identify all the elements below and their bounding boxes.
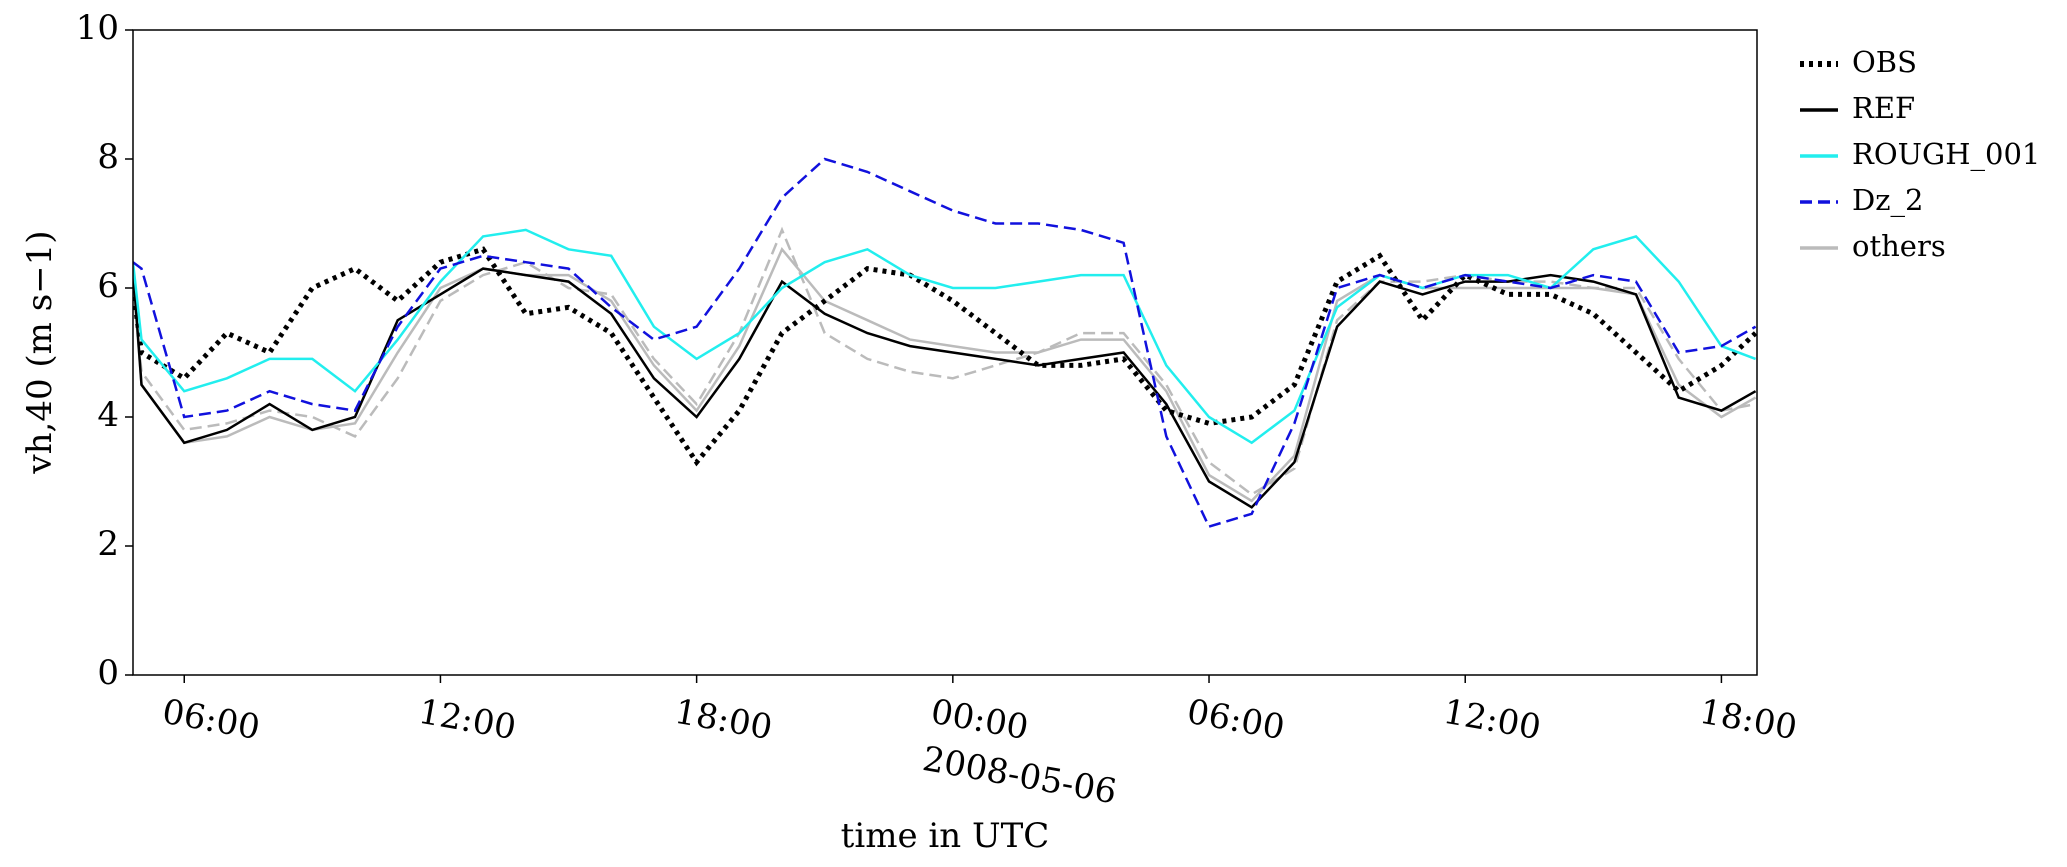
series-line: [133, 157, 1757, 529]
series-line: [133, 267, 1757, 509]
y-tick-label: 2: [97, 524, 119, 564]
legend-label: others: [1852, 229, 1946, 263]
x-tick-label: 00:00: [928, 692, 1031, 748]
x-tick-label: 18:00: [672, 692, 775, 748]
legend-label: Dz_2: [1852, 183, 1923, 218]
legend-label: REF: [1852, 91, 1915, 125]
x-axis-label: time in UTC: [841, 816, 1050, 856]
series-line: [133, 246, 1757, 467]
x-tick-label: 06:00: [159, 692, 262, 748]
legend-label: OBS: [1852, 45, 1917, 79]
x-tick-label: 12:00: [1440, 692, 1543, 748]
series-line: [133, 226, 1756, 496]
y-tick-label: 4: [97, 395, 119, 435]
y-tick-label: 6: [97, 266, 119, 306]
x-tick-label: 12:00: [416, 692, 519, 748]
x-tick-label: 18:00: [1697, 692, 1800, 748]
y-tick-label: 0: [97, 653, 119, 693]
y-axis-label: vh,40 (m s−1): [20, 230, 60, 474]
series-line: [133, 228, 1757, 445]
x-tick-label: 06:00: [1184, 692, 1287, 748]
series-line: [133, 246, 1757, 503]
legend-label: ROUGH_001: [1852, 137, 2040, 172]
y-tick-label: 10: [76, 8, 119, 48]
plot-frame: [132, 29, 1758, 676]
x-tick-date-label: 2008-05-06: [920, 739, 1120, 812]
y-tick-label: 8: [97, 137, 119, 177]
